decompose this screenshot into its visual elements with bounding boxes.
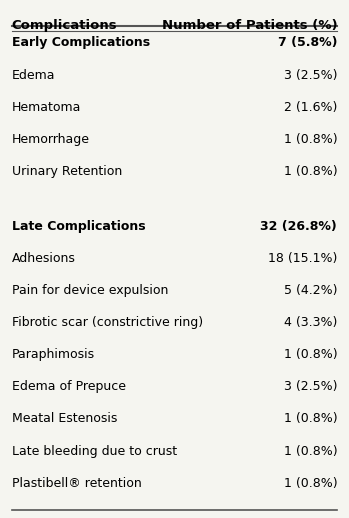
- Text: 5 (4.2%): 5 (4.2%): [284, 284, 337, 297]
- Text: 3 (2.5%): 3 (2.5%): [284, 68, 337, 81]
- Text: Late bleeding due to crust: Late bleeding due to crust: [12, 444, 177, 457]
- Text: Number of Patients (%): Number of Patients (%): [162, 19, 337, 33]
- Text: 1 (0.8%): 1 (0.8%): [284, 165, 337, 178]
- Text: 1 (0.8%): 1 (0.8%): [284, 444, 337, 457]
- Text: Hemorrhage: Hemorrhage: [12, 133, 90, 146]
- Text: 3 (2.5%): 3 (2.5%): [284, 380, 337, 393]
- Text: 1 (0.8%): 1 (0.8%): [284, 348, 337, 361]
- Text: 2 (1.6%): 2 (1.6%): [284, 100, 337, 114]
- Text: 18 (15.1%): 18 (15.1%): [268, 252, 337, 265]
- Text: 32 (26.8%): 32 (26.8%): [260, 220, 337, 233]
- Text: Edema of Prepuce: Edema of Prepuce: [12, 380, 126, 393]
- Text: 1 (0.8%): 1 (0.8%): [284, 477, 337, 490]
- Text: Hematoma: Hematoma: [12, 100, 81, 114]
- Text: Plastibell® retention: Plastibell® retention: [12, 477, 142, 490]
- Text: Complications: Complications: [12, 19, 117, 33]
- Text: Pain for device expulsion: Pain for device expulsion: [12, 284, 168, 297]
- Text: Edema: Edema: [12, 68, 55, 81]
- Text: Adhesions: Adhesions: [12, 252, 76, 265]
- Text: 4 (3.3%): 4 (3.3%): [284, 316, 337, 329]
- Text: 1 (0.8%): 1 (0.8%): [284, 412, 337, 425]
- Text: Early Complications: Early Complications: [12, 36, 150, 49]
- Text: Urinary Retention: Urinary Retention: [12, 165, 122, 178]
- Text: 7 (5.8%): 7 (5.8%): [278, 36, 337, 49]
- Text: 1 (0.8%): 1 (0.8%): [284, 133, 337, 146]
- Text: Paraphimosis: Paraphimosis: [12, 348, 95, 361]
- Text: Fibrotic scar (constrictive ring): Fibrotic scar (constrictive ring): [12, 316, 203, 329]
- Text: Meatal Estenosis: Meatal Estenosis: [12, 412, 117, 425]
- Text: Late Complications: Late Complications: [12, 220, 146, 233]
